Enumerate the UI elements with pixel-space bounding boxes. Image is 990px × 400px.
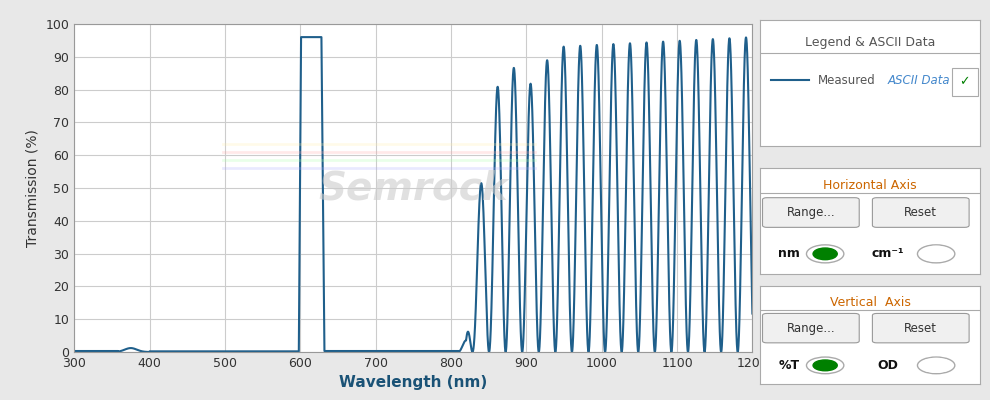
Text: Range...: Range...	[787, 206, 836, 219]
Text: Semrock: Semrock	[319, 169, 508, 207]
Text: Reset: Reset	[904, 322, 938, 335]
Y-axis label: Transmission (%): Transmission (%)	[26, 129, 40, 247]
Text: Reset: Reset	[904, 206, 938, 219]
Text: Horizontal Axis: Horizontal Axis	[824, 178, 917, 192]
FancyBboxPatch shape	[951, 68, 978, 96]
Text: Legend & ASCII Data: Legend & ASCII Data	[805, 36, 936, 49]
Text: cm⁻¹: cm⁻¹	[871, 247, 904, 260]
Text: %T: %T	[778, 359, 800, 372]
FancyBboxPatch shape	[872, 314, 969, 343]
Text: OD: OD	[877, 359, 898, 372]
X-axis label: Wavelength (nm): Wavelength (nm)	[340, 376, 487, 390]
FancyBboxPatch shape	[762, 314, 859, 343]
Text: Vertical  Axis: Vertical Axis	[830, 296, 911, 309]
Circle shape	[813, 360, 838, 371]
Circle shape	[921, 358, 951, 372]
FancyBboxPatch shape	[872, 198, 969, 227]
Text: ASCII Data: ASCII Data	[888, 74, 950, 87]
Text: Measured: Measured	[818, 74, 875, 87]
Text: ✓: ✓	[959, 75, 970, 88]
Circle shape	[813, 248, 838, 260]
Text: Range...: Range...	[787, 322, 836, 335]
Circle shape	[921, 246, 951, 261]
Text: nm: nm	[778, 247, 800, 260]
FancyBboxPatch shape	[762, 198, 859, 227]
